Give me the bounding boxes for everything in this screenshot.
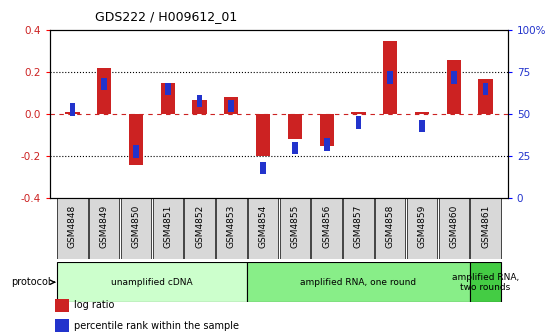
Bar [320,114,334,146]
Bar [197,94,203,107]
Text: unamplified cDNA: unamplified cDNA [111,278,193,287]
Bar [292,141,298,154]
Bar [56,262,247,302]
Text: amplified RNA, one round: amplified RNA, one round [300,278,416,287]
Bar [184,198,215,259]
Text: GSM4858: GSM4858 [386,204,395,248]
Bar [288,114,302,139]
Bar [55,299,69,312]
Bar [102,78,107,90]
Bar [216,198,247,259]
Bar [260,162,266,174]
Text: GSM4851: GSM4851 [163,204,172,248]
Bar [280,198,310,259]
Bar [419,120,425,132]
Text: GSM4855: GSM4855 [290,204,300,248]
Bar [439,198,469,259]
Bar [352,112,365,114]
Text: protocol: protocol [11,277,51,287]
Bar [470,198,501,259]
Bar [446,60,461,114]
Text: percentile rank within the sample: percentile rank within the sample [74,321,239,331]
Bar [133,145,139,158]
Bar [165,83,171,95]
Text: GSM4859: GSM4859 [417,204,426,248]
Text: GSM4857: GSM4857 [354,204,363,248]
Text: GSM4860: GSM4860 [449,204,458,248]
Text: GSM4853: GSM4853 [227,204,236,248]
Bar [70,103,75,116]
Bar [407,198,437,259]
Bar [224,97,238,114]
Bar [89,198,119,259]
Bar [247,262,470,302]
Text: GSM4861: GSM4861 [481,204,490,248]
Bar [415,112,429,114]
Text: GSM4848: GSM4848 [68,204,77,248]
Bar [248,198,278,259]
Bar [343,198,374,259]
Text: GSM4854: GSM4854 [258,204,268,248]
Bar [193,99,206,114]
Text: log ratio: log ratio [74,300,114,310]
Bar [57,198,88,259]
Bar [55,319,69,332]
Text: GSM4849: GSM4849 [100,204,109,248]
Bar [383,41,397,114]
Text: GSM4850: GSM4850 [132,204,141,248]
Bar [375,198,406,259]
Bar [387,71,393,84]
Bar [228,99,234,112]
Text: GSM4852: GSM4852 [195,204,204,248]
Bar [65,112,80,114]
Bar [152,198,183,259]
Bar [161,83,175,114]
Bar [129,114,143,165]
Text: amplified RNA,
two rounds: amplified RNA, two rounds [452,272,519,292]
Bar [97,68,112,114]
Bar [256,114,270,156]
Text: GSM4856: GSM4856 [322,204,331,248]
Bar [483,83,488,95]
Bar [311,198,342,259]
Bar [470,262,502,302]
Bar [451,71,456,84]
Bar [121,198,151,259]
Bar [355,116,361,129]
Bar [478,79,493,114]
Text: GDS222 / H009612_01: GDS222 / H009612_01 [95,10,237,24]
Bar [324,138,330,151]
